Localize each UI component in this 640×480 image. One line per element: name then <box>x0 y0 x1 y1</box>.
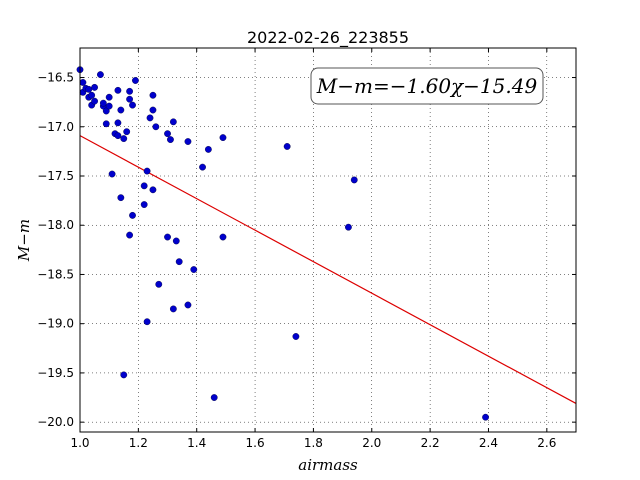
data-point <box>149 91 157 99</box>
data-point <box>146 114 154 122</box>
data-point <box>120 135 128 142</box>
data-point <box>108 170 116 178</box>
data-point <box>126 231 134 239</box>
fit-equation: M−m=−1.60χ−15.49 <box>316 74 538 98</box>
data-point <box>120 371 128 379</box>
data-point <box>164 233 171 241</box>
x-tick-label: 1.6 <box>246 436 265 450</box>
y-tick-label: −16.5 <box>37 71 74 85</box>
fit-equation-box <box>310 67 544 105</box>
data-point <box>345 223 352 231</box>
data-point <box>88 91 96 99</box>
x-tick-label: 1.8 <box>304 436 323 450</box>
data-point <box>114 119 122 127</box>
data-point <box>143 318 151 326</box>
chart-title: 2022-02-26_223855 <box>247 28 409 48</box>
data-point <box>149 106 157 114</box>
data-point <box>184 138 192 145</box>
x-tick-label: 2.2 <box>421 436 440 450</box>
data-point <box>199 163 206 171</box>
data-point <box>117 106 125 114</box>
fit-line <box>79 135 577 404</box>
data-point <box>184 301 192 309</box>
fit-line-layer <box>79 135 577 404</box>
data-point <box>482 413 489 421</box>
data-point <box>99 99 107 107</box>
data-point <box>126 95 134 103</box>
data-point <box>167 136 174 143</box>
data-point <box>91 97 98 105</box>
data-point <box>97 71 104 78</box>
data-point <box>140 201 148 208</box>
grid-lines <box>79 48 576 432</box>
data-point <box>175 258 183 266</box>
data-point <box>143 167 151 175</box>
data-point <box>169 305 177 313</box>
data-point <box>105 93 113 101</box>
data-point <box>149 186 157 194</box>
data-point <box>140 182 148 190</box>
data-point <box>350 176 358 184</box>
data-point <box>79 79 87 86</box>
data-point <box>204 146 212 153</box>
data-point <box>283 143 291 150</box>
data-point <box>172 237 180 245</box>
x-tick-label: 1.2 <box>129 436 148 450</box>
data-point <box>129 211 136 219</box>
y-tick-label: −18.0 <box>37 218 74 232</box>
data-point <box>117 194 125 202</box>
y-tick-label: −19.0 <box>37 317 74 331</box>
data-point <box>129 101 136 109</box>
data-point <box>105 102 113 110</box>
x-tick-label: 2.0 <box>362 436 381 450</box>
y-tick-label: −19.5 <box>37 366 74 380</box>
plot-frame <box>79 47 577 433</box>
x-tick-label: 1.4 <box>187 436 206 450</box>
data-point <box>126 87 134 95</box>
axis-ticks <box>79 48 576 432</box>
data-point <box>152 123 160 131</box>
x-axis-label: airmass <box>298 456 358 474</box>
tick-labels: 1.0 1.2 1.4 1.6 1.8 2.0 2.2 2.4 2.6 −16.5 −17.0 −17… <box>37 71 556 450</box>
plot-area <box>80 48 576 432</box>
x-tick-label: 2.6 <box>537 436 556 450</box>
data-point <box>102 120 110 128</box>
data-point <box>85 85 93 93</box>
y-tick-label: −17.0 <box>37 120 74 134</box>
data-point <box>114 86 122 94</box>
data-point <box>210 394 218 401</box>
data-point <box>190 266 198 273</box>
data-point <box>164 130 171 138</box>
y-tick-label: −18.5 <box>37 267 74 281</box>
data-point <box>91 83 98 91</box>
data-point <box>114 132 122 140</box>
data-point <box>155 280 163 288</box>
x-tick-label: 2.4 <box>479 436 498 450</box>
data-point <box>219 134 227 142</box>
data-point <box>123 128 131 136</box>
data-point <box>219 233 227 241</box>
x-tick-label: 1.0 <box>70 436 89 450</box>
data-point <box>292 333 300 340</box>
data-point <box>169 118 177 126</box>
y-axis-label: M−m <box>15 219 33 262</box>
y-tick-label: −20.0 <box>37 415 74 429</box>
data-point <box>132 77 139 84</box>
y-tick-label: −17.5 <box>37 169 74 183</box>
scatter-points <box>76 66 489 421</box>
